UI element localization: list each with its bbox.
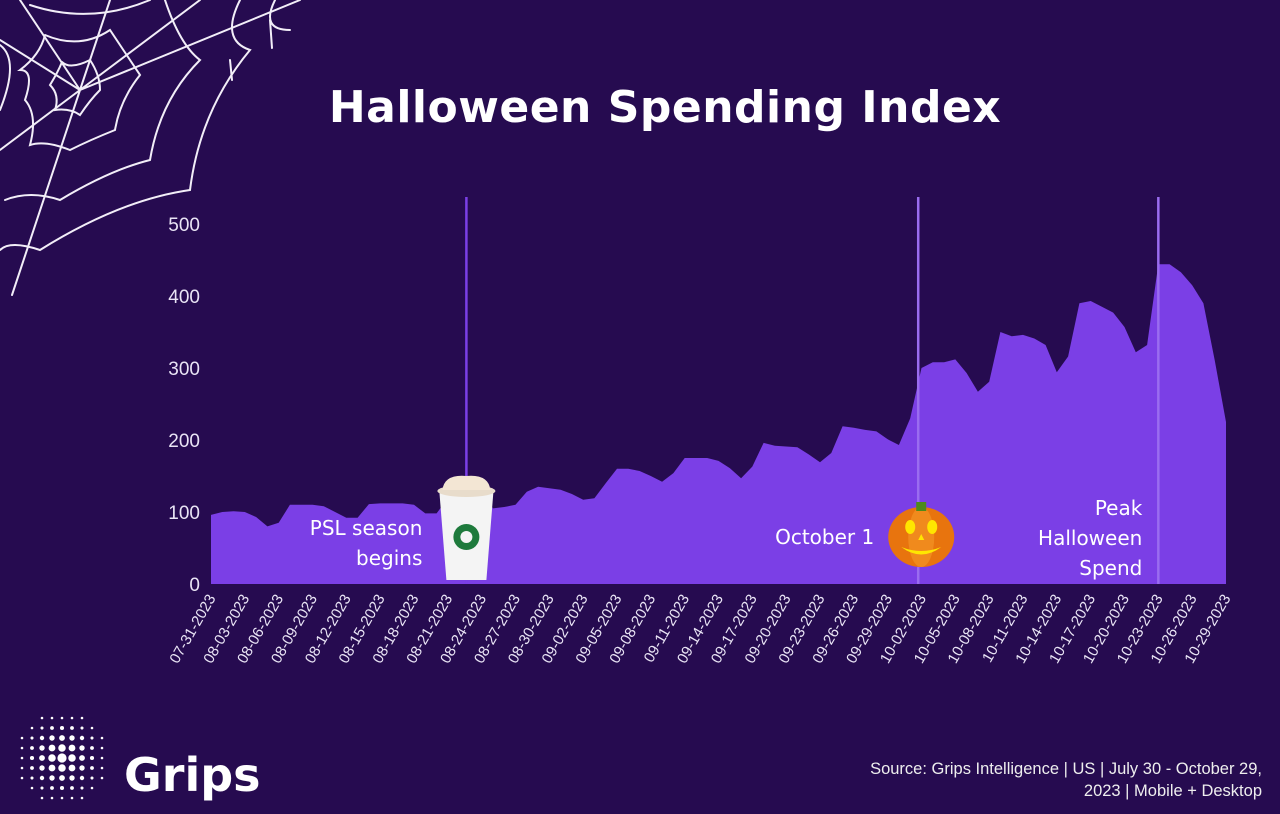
spending-index-chart: 010020030040050007-31-202308-03-202308-0… xyxy=(166,197,1234,666)
logo-dot xyxy=(30,776,34,780)
logo-dot xyxy=(90,776,94,780)
y-tick-label: 100 xyxy=(168,503,200,524)
pumpkin-mouth xyxy=(901,547,942,555)
logo-dot xyxy=(39,775,45,781)
logo-dot xyxy=(100,766,104,770)
logo-dot xyxy=(48,754,56,762)
logo-dot xyxy=(40,716,44,720)
logo-dot xyxy=(50,786,54,790)
jack-o-lantern-icon xyxy=(888,502,955,567)
y-tick-label: 400 xyxy=(168,287,200,308)
logo-dot xyxy=(30,766,34,770)
logo-dot xyxy=(39,765,45,771)
logo-dot xyxy=(80,786,84,790)
y-tick-label: 200 xyxy=(168,431,200,452)
logo-dot xyxy=(80,726,84,730)
logo-dot xyxy=(80,796,84,800)
logo-dot xyxy=(79,775,85,781)
logo-dot xyxy=(68,744,76,752)
y-tick-label: 500 xyxy=(168,215,200,236)
logo-dot xyxy=(40,796,44,800)
logo-dot xyxy=(100,746,104,750)
logo-dot xyxy=(59,785,65,791)
annotation-label: Halloween xyxy=(1038,526,1142,550)
logo-dot xyxy=(70,796,74,800)
logo-dot xyxy=(48,744,56,752)
logo-dot xyxy=(68,764,76,772)
logo-dot xyxy=(59,775,65,781)
source-note: Source: Grips Intelligence | US | July 3… xyxy=(870,760,1262,800)
pumpkin-stem xyxy=(916,502,927,511)
logo-dot xyxy=(70,726,74,730)
cup-logo-center xyxy=(460,531,473,543)
logo-dot xyxy=(29,755,35,761)
logo-dot xyxy=(20,746,24,750)
logo-dot xyxy=(20,766,24,770)
pumpkin-nose xyxy=(918,534,925,540)
logo-dot xyxy=(100,736,104,740)
logo-dot xyxy=(57,753,67,763)
logo-dot xyxy=(79,765,85,771)
logo-dot xyxy=(80,716,84,720)
logo-dot xyxy=(79,755,85,761)
logo-dot xyxy=(58,744,66,752)
grips-logo-icon xyxy=(20,716,104,800)
annotation-label: Peak xyxy=(1095,496,1143,520)
logo-dot xyxy=(60,796,64,800)
logo-dot xyxy=(20,736,24,740)
logo-dot xyxy=(100,776,104,780)
annotation-label: October 1 xyxy=(775,525,874,549)
logo-dot xyxy=(58,764,66,772)
logo-dot xyxy=(90,736,94,740)
logo-dot xyxy=(30,786,34,790)
logo-dot xyxy=(90,746,94,750)
pumpkin-eye xyxy=(905,520,916,534)
logo-dot xyxy=(69,735,75,741)
y-tick-label: 0 xyxy=(189,575,200,596)
logo-dot xyxy=(20,776,24,780)
annotation-label: begins xyxy=(356,546,422,570)
logo-dot xyxy=(59,735,65,741)
logo-dot xyxy=(89,755,95,761)
logo-dot xyxy=(39,755,45,761)
logo-dot xyxy=(50,716,54,720)
logo-dot xyxy=(68,754,76,762)
logo-dot xyxy=(49,735,55,741)
spider-web-decoration xyxy=(0,0,301,296)
y-tick-label: 300 xyxy=(168,359,200,380)
logo-dot xyxy=(20,756,24,760)
annotation-label: PSL season xyxy=(310,516,423,540)
logo-dot xyxy=(40,726,44,730)
logo-dot xyxy=(30,746,34,750)
logo-dot xyxy=(79,735,85,741)
logo-dot xyxy=(70,786,74,790)
logo-dot xyxy=(48,764,56,772)
logo-dot xyxy=(30,726,34,730)
logo-dot xyxy=(59,725,65,731)
logo-dot xyxy=(79,745,85,751)
pumpkin-spice-latte-cup-icon xyxy=(437,475,496,580)
logo-dot xyxy=(39,745,45,751)
logo-dot xyxy=(39,735,45,741)
logo-dot xyxy=(50,726,54,730)
logo-dot xyxy=(60,716,64,720)
logo-dot xyxy=(90,766,94,770)
logo-dot xyxy=(40,786,44,790)
chart-title: Halloween Spending Index xyxy=(328,82,1002,133)
brand-name: Grips xyxy=(124,748,261,802)
pumpkin-eye xyxy=(927,520,938,534)
logo-dot xyxy=(69,775,75,781)
logo-dot xyxy=(90,726,94,730)
annotation-label: Spend xyxy=(1079,556,1142,580)
logo-dot xyxy=(49,775,55,781)
logo-dot xyxy=(50,796,54,800)
logo-dot xyxy=(90,786,94,790)
logo-dot xyxy=(70,716,74,720)
logo-dot xyxy=(100,756,104,760)
whipped-cream xyxy=(442,475,491,490)
logo-dot xyxy=(30,736,34,740)
